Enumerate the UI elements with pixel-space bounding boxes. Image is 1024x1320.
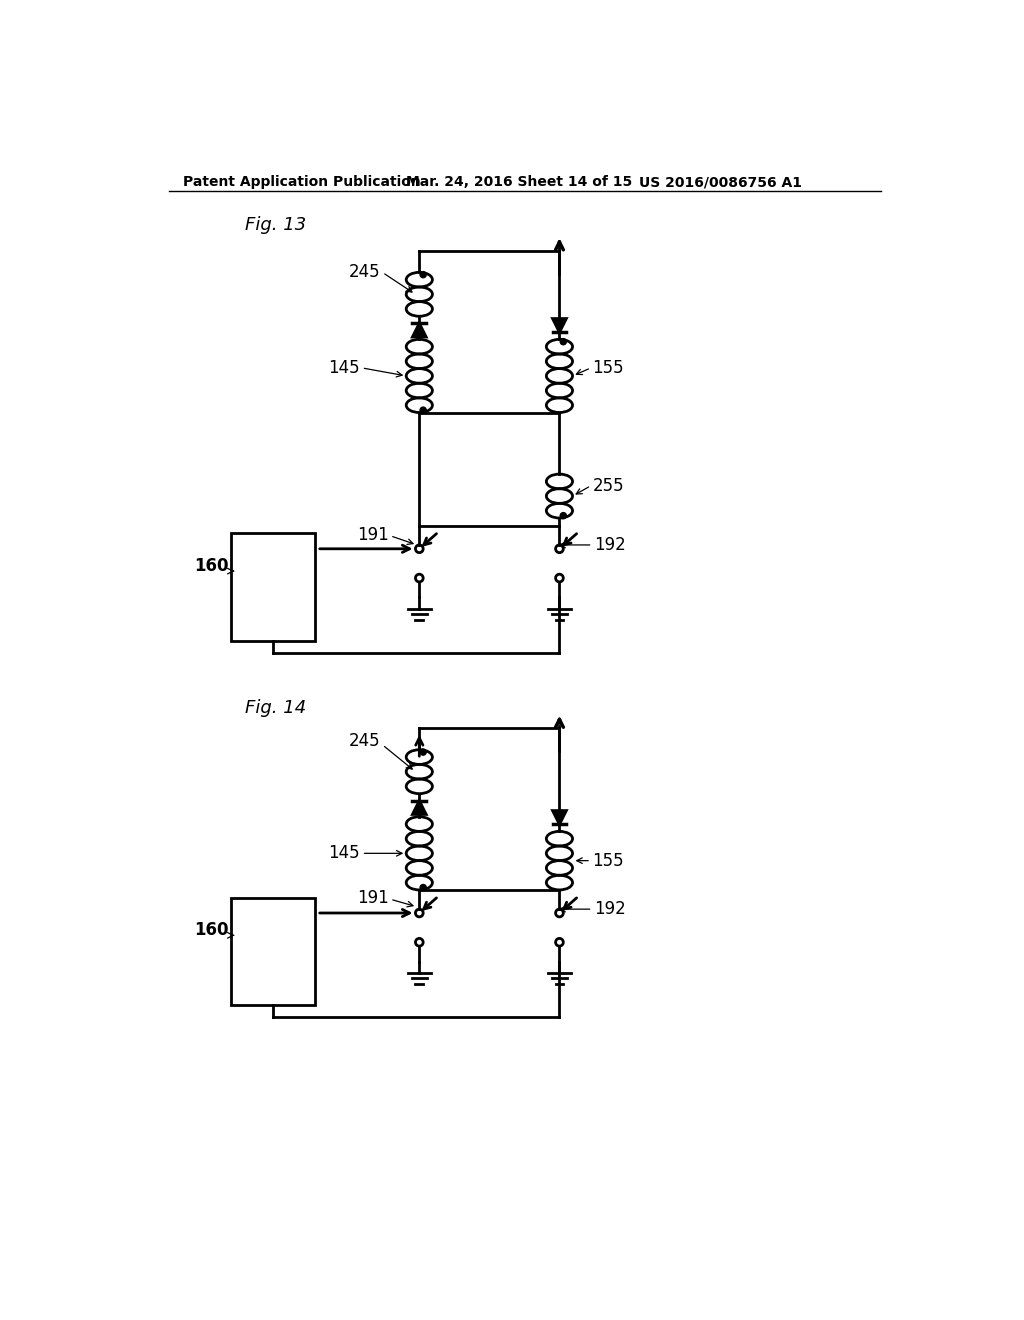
Text: 191: 191 xyxy=(356,525,388,544)
Text: Fig. 14: Fig. 14 xyxy=(245,700,306,717)
Polygon shape xyxy=(553,810,566,825)
Bar xyxy=(230,898,315,1006)
Text: Fig. 13: Fig. 13 xyxy=(245,216,306,234)
Circle shape xyxy=(560,512,566,519)
Text: 192: 192 xyxy=(594,900,626,919)
Text: 160: 160 xyxy=(195,557,229,574)
Text: 255: 255 xyxy=(593,477,625,495)
Text: 192: 192 xyxy=(594,536,626,554)
Polygon shape xyxy=(413,800,426,814)
Circle shape xyxy=(420,884,426,891)
Polygon shape xyxy=(413,323,426,337)
Text: 245: 245 xyxy=(349,264,381,281)
Text: 191: 191 xyxy=(356,888,388,907)
Text: 160: 160 xyxy=(195,921,229,939)
Polygon shape xyxy=(553,318,566,333)
Bar xyxy=(230,533,315,642)
Text: Mar. 24, 2016 Sheet 14 of 15: Mar. 24, 2016 Sheet 14 of 15 xyxy=(407,176,633,189)
Text: 145: 145 xyxy=(329,359,360,376)
Text: US 2016/0086756 A1: US 2016/0086756 A1 xyxy=(639,176,802,189)
Text: 245: 245 xyxy=(349,731,381,750)
Text: Patent Application Publication: Patent Application Publication xyxy=(183,176,421,189)
Text: 145: 145 xyxy=(329,845,360,862)
Text: 155: 155 xyxy=(593,359,625,376)
Circle shape xyxy=(420,748,426,755)
Text: 155: 155 xyxy=(593,851,625,870)
Circle shape xyxy=(420,407,426,413)
Circle shape xyxy=(560,339,566,345)
Circle shape xyxy=(420,272,426,277)
